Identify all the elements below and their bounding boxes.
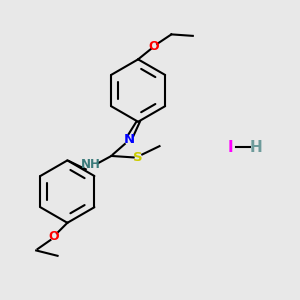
Text: N: N: [124, 133, 135, 146]
Text: S: S: [133, 151, 143, 164]
Text: NH: NH: [81, 158, 101, 171]
Text: I: I: [227, 140, 233, 154]
Text: O: O: [148, 40, 159, 53]
Text: O: O: [49, 230, 59, 243]
Text: H: H: [249, 140, 262, 154]
